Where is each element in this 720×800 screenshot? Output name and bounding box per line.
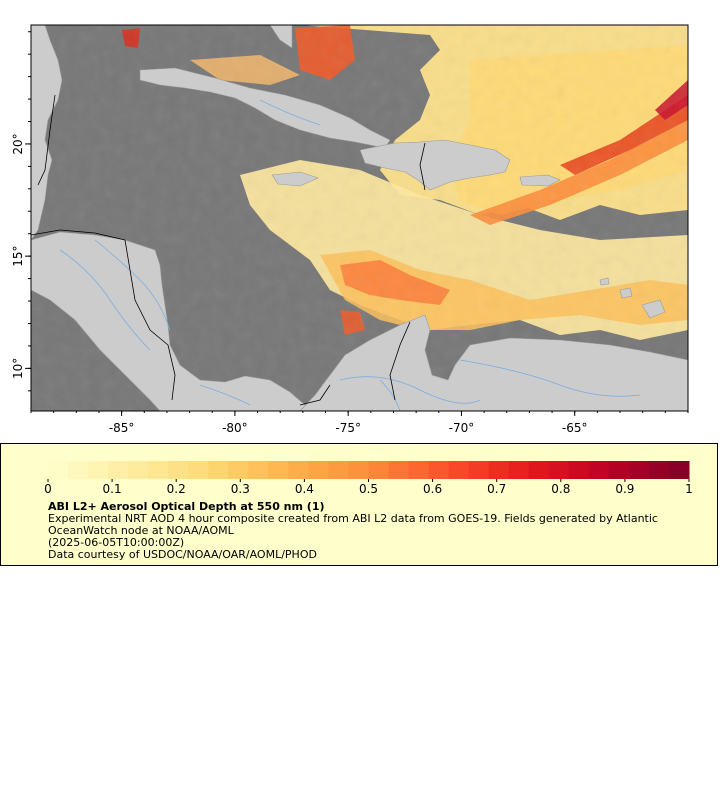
land-small-islands	[599, 277, 666, 319]
colorbar-tick-label: 0.7	[487, 482, 506, 496]
legend-credit: Data courtesy of USDOC/NOAA/OAR/AOML/PHO…	[48, 548, 317, 561]
colorbar-cell	[588, 461, 610, 479]
colorbar-cells	[48, 461, 690, 479]
colorbar-cell	[408, 461, 430, 479]
colorbar-tick-label: 1	[685, 482, 693, 496]
lon-tick-label: -85°	[109, 421, 135, 435]
map-frame	[30, 24, 689, 412]
colorbar: 0 0.1 0.2 0.3 0.4 0.5 0.6 0.7 0.8 0.9 1	[44, 461, 693, 496]
country-borders-layer	[30, 94, 426, 406]
colorbar-cell	[608, 461, 630, 479]
land-yucatan	[30, 24, 63, 241]
colorbar-cell	[188, 461, 209, 479]
colorbar-tick-label: 0.2	[167, 482, 186, 496]
legend-description: Experimental NRT AOD 4 hour composite cr…	[48, 512, 658, 537]
colorbar-cell	[208, 461, 229, 479]
colorbar-cell	[568, 461, 590, 479]
land-south-america	[299, 314, 689, 412]
colorbar-tick-label: 0.3	[231, 482, 250, 496]
river-line	[59, 249, 151, 351]
colorbar-cell	[528, 461, 550, 479]
lon-tick-label: -65°	[562, 421, 588, 435]
map-panel: -85° -80° -75° -70° -65° 20° 15° 10°	[11, 24, 689, 435]
country-border	[37, 94, 56, 186]
colorbar-cell	[628, 461, 650, 479]
river-line	[259, 99, 321, 126]
land-jamaica	[271, 171, 319, 187]
colorbar-cell	[668, 461, 690, 479]
land-puerto-rico	[519, 174, 561, 187]
land-layer	[30, 24, 689, 412]
colorbar-cell	[548, 461, 570, 479]
colorbar-tick-label: 0.1	[103, 482, 122, 496]
country-border	[389, 321, 411, 401]
colorbar-cell	[388, 461, 410, 479]
colorbar-cell	[268, 461, 289, 479]
axis-ticks: -85° -80° -75° -70° -65° 20° 15° 10°	[11, 31, 689, 435]
colorbar-cell	[508, 461, 530, 479]
country-border	[124, 239, 169, 346]
colorbar-cell	[68, 461, 89, 479]
colorbar-tick-label: 0.5	[359, 482, 378, 496]
colorbar-cell	[368, 461, 390, 479]
land-hispaniola	[359, 139, 511, 191]
rivers-layer	[59, 99, 641, 412]
legend-timestamp: (2025-06-05T10:00:00Z)	[48, 536, 185, 549]
colorbar-ticks: 0 0.1 0.2 0.3 0.4 0.5 0.6 0.7 0.8 0.9 1	[44, 479, 693, 496]
country-border	[419, 142, 426, 191]
river-line	[94, 239, 171, 331]
colorbar-cell	[168, 461, 189, 479]
colorbar-cell	[248, 461, 269, 479]
river-line	[459, 359, 641, 397]
lon-tick-label: -70°	[449, 421, 475, 435]
colorbar-tick-label: 0.9	[615, 482, 634, 496]
colorbar-tick-label: 0	[44, 482, 52, 496]
country-border	[30, 229, 126, 241]
river-line	[379, 379, 401, 412]
lon-tick-label: -80°	[222, 421, 248, 435]
lat-tick-label: 10°	[11, 358, 25, 379]
map-canvas: -85° -80° -75° -70° -65° 20° 15° 10°	[11, 24, 689, 435]
country-border	[299, 384, 331, 406]
colorbar-cell	[648, 461, 670, 479]
colorbar-tick-label: 0.4	[295, 482, 314, 496]
legend-text: ABI L2+ Aerosol Optical Depth at 550 nm …	[48, 501, 698, 561]
colorbar-cell	[48, 461, 69, 479]
colorbar-cell	[308, 461, 329, 479]
colorbar-cell	[128, 461, 149, 479]
colorbar-tick-label: 0.8	[551, 482, 570, 496]
country-border	[167, 344, 176, 401]
colorbar-cell	[348, 461, 369, 479]
colorbar-cell	[448, 461, 470, 479]
colorbar-tick-label: 0.6	[423, 482, 442, 496]
land-cuba	[139, 67, 391, 149]
legend-panel: 0 0.1 0.2 0.3 0.4 0.5 0.6 0.7 0.8 0.9 1 ABI L2+ Ae…	[0, 443, 718, 566]
colorbar-cell	[328, 461, 349, 479]
lat-tick-label: 15°	[11, 246, 25, 267]
colorbar-cell	[88, 461, 109, 479]
colorbar-cell	[428, 461, 450, 479]
legend-title: ABI L2+ Aerosol Optical Depth at 550 nm …	[48, 500, 325, 513]
river-line	[339, 376, 481, 404]
lat-tick-label: 20°	[11, 133, 25, 154]
colorbar-cell	[488, 461, 510, 479]
colorbar-cell	[228, 461, 249, 479]
lon-tick-label: -75°	[335, 421, 361, 435]
colorbar-cell	[148, 461, 169, 479]
colorbar-cell	[288, 461, 309, 479]
colorbar-cell	[468, 461, 490, 479]
colorbar-cell	[108, 461, 129, 479]
land-central-america	[30, 231, 311, 412]
river-line	[199, 384, 251, 406]
